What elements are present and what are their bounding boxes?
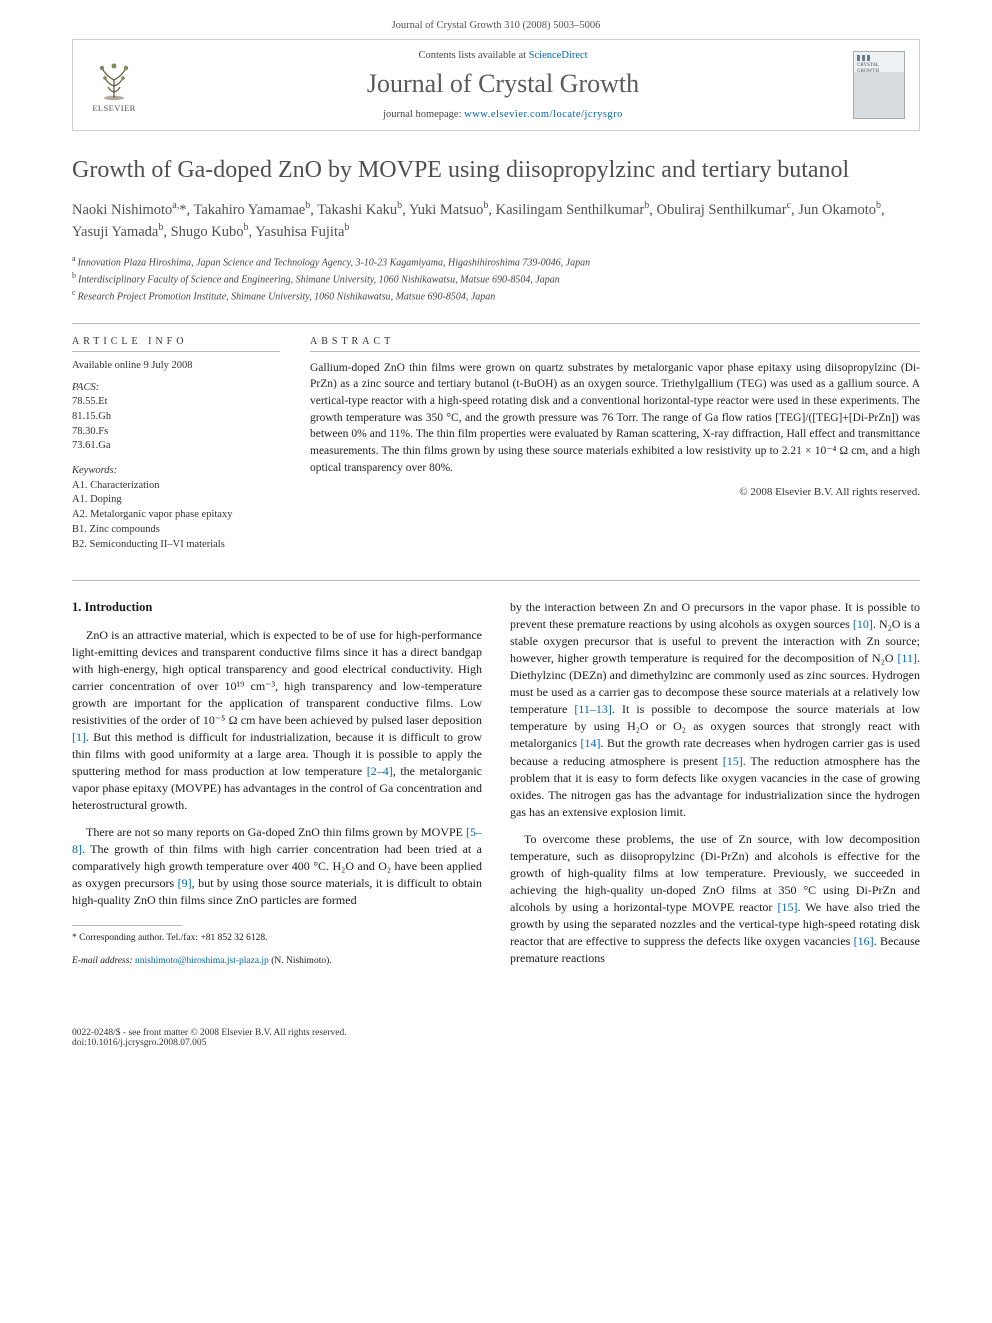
abstract-copyright: © 2008 Elsevier B.V. All rights reserved… xyxy=(310,486,920,498)
pacs-0: 78.55.Et xyxy=(72,396,108,407)
affiliation-b: bInterdisciplinary Faculty of Science an… xyxy=(72,270,920,287)
banner-center: Contents lists available at ScienceDirec… xyxy=(153,50,853,120)
affiliations: aInnovation Plaza Hiroshima, Japan Scien… xyxy=(72,253,920,305)
running-header-text: Journal of Crystal Growth 310 (2008) 500… xyxy=(392,20,601,31)
abstract: ABSTRACT Gallium-doped ZnO thin films we… xyxy=(310,336,920,563)
para-2: There are not so many reports on Ga-dope… xyxy=(72,824,482,909)
pacs-block: PACS: 78.55.Et 81.15.Gh 78.30.Fs 73.61.G… xyxy=(72,381,280,454)
homepage-line: journal homepage: www.elsevier.com/locat… xyxy=(153,109,853,120)
elsevier-label: ELSEVIER xyxy=(92,103,135,113)
elsevier-tree-icon xyxy=(92,58,136,102)
keywords-block: Keywords: A1. Characterization A1. Dopin… xyxy=(72,464,280,552)
article-content: Growth of Ga-doped ZnO by MOVPE using di… xyxy=(0,155,992,1018)
kw-1: A1. Doping xyxy=(72,494,122,505)
abstract-heading: ABSTRACT xyxy=(310,336,920,352)
corr-email-link[interactable]: nnishimoto@hiroshima.jst-plaza.jp xyxy=(135,956,269,966)
sciencedirect-link[interactable]: ScienceDirect xyxy=(529,50,588,61)
journal-cover-thumb: CRYSTAL GROWTH xyxy=(853,51,905,119)
para-4: To overcome these problems, the use of Z… xyxy=(510,831,920,967)
pacs-1: 81.15.Gh xyxy=(72,411,111,422)
footnote-email: E-mail address: nnishimoto@hiroshima.jst… xyxy=(72,955,482,968)
running-header: Journal of Crystal Growth 310 (2008) 500… xyxy=(0,0,992,39)
page-footer: 0022-0248/$ - see front matter © 2008 El… xyxy=(0,1018,992,1076)
abstract-text: Gallium-doped ZnO thin films were grown … xyxy=(310,360,920,477)
para-1: ZnO is an attractive material, which is … xyxy=(72,627,482,814)
authors-list: Naoki Nishimotoa,*, Takahiro Yamamaeb, T… xyxy=(72,199,920,243)
kw-4: B2. Semiconducting II–VI materials xyxy=(72,539,225,550)
kw-0: A1. Characterization xyxy=(72,480,159,491)
article-info: ARTICLE INFO Available online 9 July 200… xyxy=(72,336,280,563)
footer-left: 0022-0248/$ - see front matter © 2008 El… xyxy=(72,1028,347,1048)
journal-name: Journal of Crystal Growth xyxy=(153,69,853,99)
divider xyxy=(72,323,920,324)
homepage-link[interactable]: www.elsevier.com/locate/jcrysgro xyxy=(464,109,623,120)
contents-line: Contents lists available at ScienceDirec… xyxy=(153,50,853,61)
para-3: by the interaction between Zn and O prec… xyxy=(510,599,920,820)
affiliation-a: aInnovation Plaza Hiroshima, Japan Scien… xyxy=(72,253,920,270)
article-info-heading: ARTICLE INFO xyxy=(72,336,280,352)
pacs-3: 73.61.Ga xyxy=(72,440,111,451)
affiliation-c: cResearch Project Promotion Institute, S… xyxy=(72,287,920,304)
footnote-separator xyxy=(72,925,182,926)
kw-3: B1. Zinc compounds xyxy=(72,524,160,535)
pacs-2: 78.30.Fs xyxy=(72,426,108,437)
available-online: Available online 9 July 2008 xyxy=(72,360,280,371)
kw-2: A2. Metalorganic vapor phase epitaxy xyxy=(72,509,232,520)
info-abstract-row: ARTICLE INFO Available online 9 July 200… xyxy=(72,336,920,582)
journal-banner: ELSEVIER Contents lists available at Sci… xyxy=(72,39,920,131)
elsevier-logo: ELSEVIER xyxy=(87,55,141,115)
body-columns: 1. Introduction ZnO is an attractive mat… xyxy=(72,599,920,977)
intro-heading: 1. Introduction xyxy=(72,599,482,617)
article-title: Growth of Ga-doped ZnO by MOVPE using di… xyxy=(72,155,920,185)
footnote-corr: * Corresponding author. Tel./fax: +81 85… xyxy=(72,932,482,945)
